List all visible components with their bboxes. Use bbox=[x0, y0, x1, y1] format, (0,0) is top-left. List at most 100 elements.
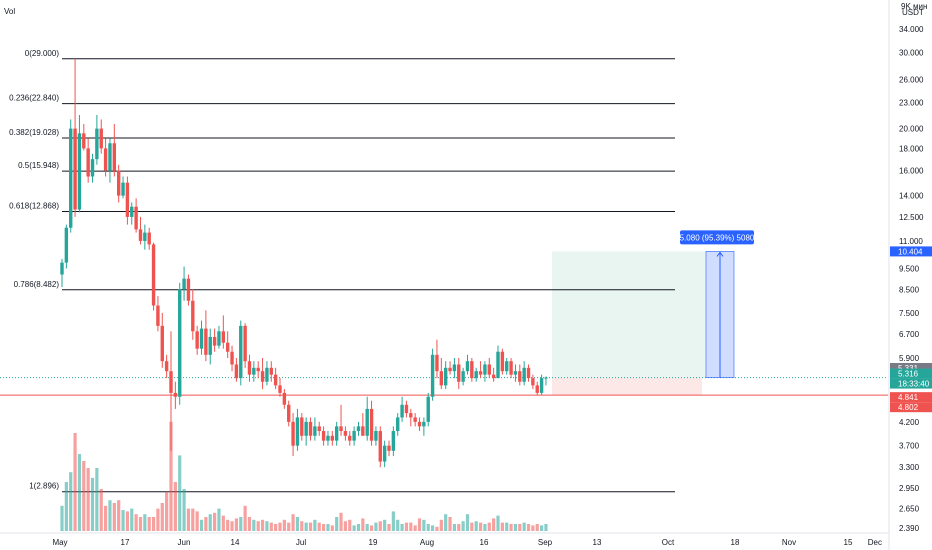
price-tick-label: 12.500 bbox=[899, 213, 924, 222]
volume-bar bbox=[431, 525, 435, 531]
candle-body bbox=[182, 278, 186, 290]
volume-bar bbox=[191, 508, 195, 531]
volume-bar bbox=[234, 518, 238, 531]
candle-body bbox=[470, 361, 474, 379]
volume-bar bbox=[204, 517, 208, 531]
price-tick-label: 18.000 bbox=[899, 144, 924, 153]
volume-bar bbox=[90, 477, 95, 531]
candle-body bbox=[77, 133, 82, 210]
volume-bar bbox=[208, 514, 212, 531]
volume-bar bbox=[86, 468, 90, 531]
volume-bar bbox=[173, 482, 177, 531]
volume-bar bbox=[121, 510, 125, 531]
time-tick-label: 13 bbox=[593, 538, 602, 547]
time-axis[interactable]: May 17 Jun 14 Jul 19 Aug 16 Sep 13 Oct 18 Nov 15 Dec bbox=[0, 532, 889, 547]
volume-bar bbox=[182, 489, 186, 531]
candle-body bbox=[116, 170, 121, 196]
candle-body bbox=[487, 364, 491, 375]
time-tick-label: Sep bbox=[538, 538, 553, 547]
candle-body bbox=[247, 361, 252, 375]
volume-bar bbox=[343, 521, 347, 531]
candle-body bbox=[417, 421, 422, 427]
price-tick-label: 20.000 bbox=[899, 125, 924, 134]
price-tick-label: 8.500 bbox=[899, 285, 920, 294]
candle-body bbox=[178, 289, 182, 397]
candle-body bbox=[82, 133, 86, 149]
volume-bar bbox=[199, 519, 204, 531]
price-tick-label: 3.700 bbox=[899, 442, 920, 451]
volume-bar bbox=[330, 525, 334, 531]
volume-bar bbox=[356, 524, 361, 531]
volume-bar bbox=[213, 512, 217, 531]
volume-bar bbox=[417, 518, 422, 531]
volume-bar bbox=[444, 514, 448, 531]
price-tick-label: 34.000 bbox=[899, 25, 924, 34]
candle-body bbox=[260, 371, 265, 382]
candle-body bbox=[448, 367, 452, 372]
candle-body bbox=[461, 371, 465, 382]
volume-bar bbox=[535, 524, 539, 531]
candle-body bbox=[404, 404, 409, 414]
volume-bar bbox=[487, 522, 491, 531]
target-zone[interactable] bbox=[552, 251, 706, 378]
volume-bar bbox=[221, 515, 225, 531]
volume-label: Vol bbox=[4, 7, 15, 16]
volume-bar bbox=[247, 517, 252, 531]
stop-zone[interactable] bbox=[552, 377, 702, 396]
volume-bar bbox=[186, 508, 191, 531]
axis-scale-label: 9K мин bbox=[901, 2, 927, 11]
volume-bar bbox=[117, 500, 121, 531]
volume-bar bbox=[313, 519, 317, 531]
candle-body bbox=[522, 367, 526, 382]
volume-bar bbox=[156, 508, 160, 531]
candle-body bbox=[147, 232, 151, 245]
candle-body bbox=[505, 361, 509, 372]
fib-level-label: 0.5(15.948) bbox=[18, 161, 59, 170]
volume-bar bbox=[130, 508, 134, 531]
price-tag-label: 10.404 bbox=[898, 247, 923, 256]
volume-bar bbox=[496, 515, 500, 531]
candle-body bbox=[457, 364, 461, 382]
candle-body bbox=[326, 435, 330, 441]
volume-bar bbox=[509, 524, 513, 531]
time-tick-label: Jul bbox=[296, 538, 306, 547]
volume-bar bbox=[505, 522, 509, 531]
price-range-measure[interactable]: 5.080 (95.39%) 5080 bbox=[680, 230, 755, 378]
candle-body bbox=[230, 351, 234, 365]
candle-body bbox=[478, 371, 483, 375]
volume-bar bbox=[483, 524, 487, 531]
fib-level-label: 0.786(8.482) bbox=[14, 280, 60, 289]
volume-bar bbox=[282, 519, 286, 531]
candle-body bbox=[334, 426, 339, 441]
candle-body bbox=[339, 426, 343, 432]
candle-body bbox=[474, 371, 478, 379]
fib-level-label: 0.618(12.868) bbox=[9, 201, 59, 210]
candle-body bbox=[300, 417, 304, 436]
candle-body bbox=[243, 325, 247, 362]
volume-bar bbox=[317, 522, 321, 531]
volume-bar bbox=[95, 468, 99, 531]
candle-body bbox=[125, 182, 130, 217]
volume-bar bbox=[104, 505, 108, 531]
candle-body bbox=[173, 392, 178, 397]
candle-body bbox=[69, 128, 73, 228]
price-tag-label: 5.316 bbox=[898, 370, 919, 379]
fib-level-label: 1(2.896) bbox=[29, 482, 59, 491]
price-axis[interactable]: 34.000 30.000 26.000 23.000 20.000 18.000 16.0… bbox=[888, 0, 924, 550]
candle-body bbox=[130, 206, 134, 217]
volume-bar bbox=[300, 521, 304, 531]
price-tag-183340 bbox=[890, 378, 932, 389]
candle-body bbox=[382, 445, 387, 462]
volume-bar bbox=[540, 525, 544, 531]
fibonacci-retracement[interactable]: 0(29.000) 0.236(22.840) 0.382(19.028) 0.5(1… bbox=[9, 49, 675, 493]
volume-bar bbox=[169, 421, 173, 531]
volume-bar bbox=[108, 500, 112, 531]
candle-body bbox=[356, 426, 361, 432]
volume-bar bbox=[378, 521, 382, 531]
candle-body bbox=[121, 182, 125, 196]
candle-body bbox=[225, 342, 230, 352]
price-tick-label: 26.000 bbox=[899, 75, 924, 84]
candle-body bbox=[378, 431, 382, 462]
volume-bar bbox=[73, 433, 77, 531]
